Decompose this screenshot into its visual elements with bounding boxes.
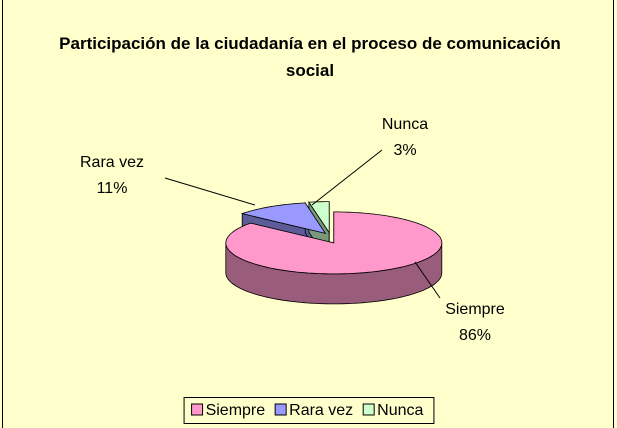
data-label-value: 11% (97, 180, 128, 197)
legend-swatch (362, 403, 375, 416)
leader-line (164, 177, 256, 206)
data-label-value: 3% (393, 142, 416, 159)
data-label-name: Rara vez (80, 154, 144, 171)
leader-line (414, 261, 441, 299)
legend-label: Nunca (377, 402, 423, 419)
data-label-name: Nunca (382, 116, 428, 133)
legend-box (183, 397, 435, 424)
leader-line (311, 149, 383, 206)
data-label-value: 86% (459, 327, 491, 344)
pie-slice (225, 211, 443, 275)
legend-label: Siempre (206, 402, 266, 419)
legend-swatch (274, 403, 287, 416)
legend-swatch (191, 403, 204, 416)
chart-title: Participación de la ciudadanía en el pro… (59, 34, 561, 80)
pie-slice (308, 201, 330, 234)
legend-label: Rara vez (289, 402, 353, 419)
legend: Siempre Rara vez Nunca (183, 397, 435, 424)
pie-slice (240, 202, 327, 235)
data-label-name: Siempre (445, 301, 505, 318)
